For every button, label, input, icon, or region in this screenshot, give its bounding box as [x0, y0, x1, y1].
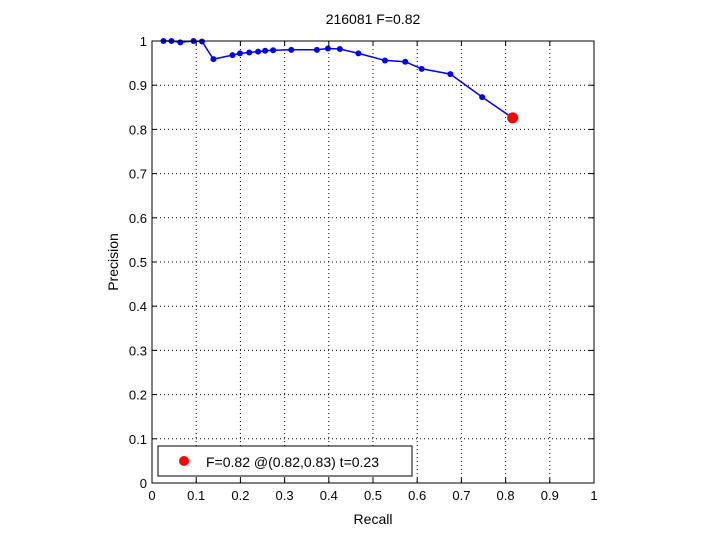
- data-point: [418, 65, 425, 72]
- data-point: [355, 50, 362, 57]
- x-tick-label: 0.3: [276, 488, 294, 503]
- data-point: [236, 50, 243, 57]
- x-tick-label: 0.1: [187, 488, 205, 503]
- legend: F=0.82 @(0.82,0.83) t=0.23: [157, 445, 413, 477]
- x-tick-label: 0.2: [231, 488, 249, 503]
- y-tick-label: 0.7: [129, 167, 147, 182]
- data-point: [246, 49, 253, 56]
- x-tick-labels: 0 0.1 0.2 0.3 0.4 0.5 0.6 0.7 0.8 0.9 1: [148, 488, 597, 503]
- x-tick-label: 0.9: [541, 488, 559, 503]
- y-tick-label: 0.5: [129, 255, 147, 270]
- x-tick-label: 1: [590, 488, 597, 503]
- data-point: [210, 56, 217, 63]
- y-tick-labels: 0 0.1 0.2 0.3 0.4 0.5 0.6 0.7 0.8 0.9 1: [129, 34, 147, 491]
- y-tick-label: 0.8: [129, 122, 147, 137]
- x-tick-label: 0.8: [497, 488, 515, 503]
- data-point: [177, 39, 184, 46]
- data-point: [381, 57, 388, 64]
- data-point: [262, 47, 269, 54]
- data-point: [402, 58, 409, 65]
- chart-title: 216081 F=0.82: [326, 11, 421, 27]
- data-point: [313, 46, 320, 53]
- y-axis-label: Precision: [105, 233, 121, 291]
- x-axis-label: Recall: [354, 511, 393, 527]
- data-point: [447, 71, 454, 78]
- series-line-tail: [481, 96, 514, 119]
- data-point: [324, 45, 331, 52]
- data-point: [229, 52, 236, 59]
- data-point: [288, 46, 295, 53]
- x-tick-label: 0: [148, 488, 155, 503]
- legend-best-point-marker: [179, 456, 189, 466]
- best-f-point: [507, 112, 519, 124]
- data-point: [255, 48, 262, 55]
- grid-lines: [152, 41, 594, 483]
- y-tick-label: 0.6: [129, 211, 147, 226]
- y-tick-label: 1: [140, 34, 147, 49]
- x-tick-label: 0.4: [320, 488, 338, 503]
- y-tick-label: 0.1: [129, 432, 147, 447]
- legend-box: [157, 445, 413, 477]
- y-tick-label: 0.2: [129, 388, 147, 403]
- x-tick-label: 0.6: [408, 488, 426, 503]
- x-tick-label: 0.7: [452, 488, 470, 503]
- legend-best-point-label: F=0.82 @(0.82,0.83) t=0.23: [206, 454, 379, 470]
- y-tick-label: 0.9: [129, 78, 147, 93]
- y-tick-label: 0.3: [129, 343, 147, 358]
- axis-ticks: [151, 40, 595, 484]
- data-point: [270, 47, 277, 54]
- x-tick-label: 0.5: [364, 488, 382, 503]
- y-tick-label: 0.4: [129, 299, 147, 314]
- y-tick-label: 0: [140, 476, 147, 491]
- data-point: [336, 45, 343, 52]
